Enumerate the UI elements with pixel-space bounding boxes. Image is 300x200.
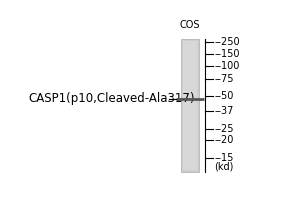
Text: --15: --15 <box>214 153 234 163</box>
Bar <box>183 41 196 170</box>
Text: (kd): (kd) <box>214 162 234 172</box>
Text: --50: --50 <box>214 91 234 101</box>
Text: --75: --75 <box>214 74 234 84</box>
Text: --37: --37 <box>214 106 234 116</box>
Text: COS: COS <box>179 20 200 30</box>
Text: --25: --25 <box>214 124 234 134</box>
Text: --20: --20 <box>214 135 234 145</box>
Text: CASP1(p10,Cleaved-Ala317): CASP1(p10,Cleaved-Ala317) <box>29 92 195 105</box>
Text: --250: --250 <box>214 37 240 47</box>
Text: --100: --100 <box>214 61 240 71</box>
Text: --150: --150 <box>214 49 240 59</box>
Bar <box>181 39 199 172</box>
